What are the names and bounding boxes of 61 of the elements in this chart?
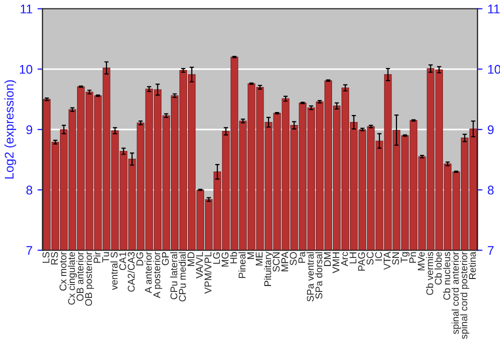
x-tick-label: Cb vermis [426,252,434,295]
x-tick-label: Tu [102,252,110,262]
x-tick-label: IC [375,252,382,260]
x-tick-label: MG [222,252,228,266]
x-tick-label: VA/VL [196,252,203,278]
x-tick-label: ventral S [110,252,118,290]
x-tick-label: MD [188,252,194,266]
x-tick-label: ME [256,252,263,266]
y2-tick-label: 11 [488,4,500,14]
y-tick-label: 7 [26,246,32,255]
x-tick-label: Retina [468,252,476,279]
x-tick-label: spinal cord posterior [460,252,470,339]
x-tick-label: SCN [272,252,280,272]
x-tick-label: SO [290,252,297,266]
y-tick-label: 8 [26,186,32,195]
x-tick-label: CPu lateral [170,252,178,300]
x-tick-label: A anterior [144,252,152,294]
x-tick-label: Pa [298,252,306,263]
y2-tick-label: 7 [488,246,494,255]
x-tick-label: MVe [418,252,425,270]
y-tick-label: 9 [26,125,32,134]
y2-tick-label: 9 [488,125,494,134]
x-tick-label: Cx cingulate [68,252,77,305]
x-tick-label: A posterior [153,252,162,298]
x-tick-label: LS [42,252,50,263]
x-tick-label: Pir [93,252,100,263]
x-tick-label: SPa ventral [306,252,314,302]
x-tick-label: CPu medial [178,252,186,302]
y-tick-label: 11 [20,4,32,14]
x-tick-label: OB posterior [84,252,94,306]
x-tick-label: Cb nucleus [443,252,450,300]
x-tick-label: VTA [384,252,390,270]
x-tick-label: SC [366,252,374,265]
x-tick-label: Pituitary [264,252,274,286]
x-tick-label: VMH [332,252,340,274]
x-tick-label: SPa dorsal [315,252,322,299]
x-tick-label: spinal cord anterior [452,252,461,334]
y2-tick-label: 8 [488,186,494,195]
x-tick-label: GP [162,252,169,266]
x-tick-label: LG [213,252,220,264]
x-tick-label: DM [324,252,331,266]
x-tick-label: Pn [409,252,416,263]
x-tick-label: Tg [400,252,410,263]
x-tick-label: VPM/VPL [204,252,212,294]
y-axis-title: Log2 (expression) [4,80,16,178]
x-tick-label: MPA [281,252,288,272]
x-tick-label: CA1 [119,252,126,270]
x-tick-label: Pineal [238,252,246,278]
x-tick-label: Hb [230,252,238,264]
x-tick-label: DG [136,252,144,266]
x-tick-label: LH [350,252,356,264]
x-tick-label: CA2/CA3 [128,252,135,292]
x-tick-label: RS [51,252,58,264]
y-tick-label: 10 [20,64,32,74]
x-tick-label: SN [392,252,400,265]
x-tick-label: PAG [358,252,365,271]
x-tick-label: Cb lobe [434,252,442,285]
x-tick-label: M [247,252,254,259]
x-tick-label: Arc [341,252,348,266]
x-tick-label: Cx motor [60,252,66,291]
x-tick-label: OB anterior [76,252,84,301]
